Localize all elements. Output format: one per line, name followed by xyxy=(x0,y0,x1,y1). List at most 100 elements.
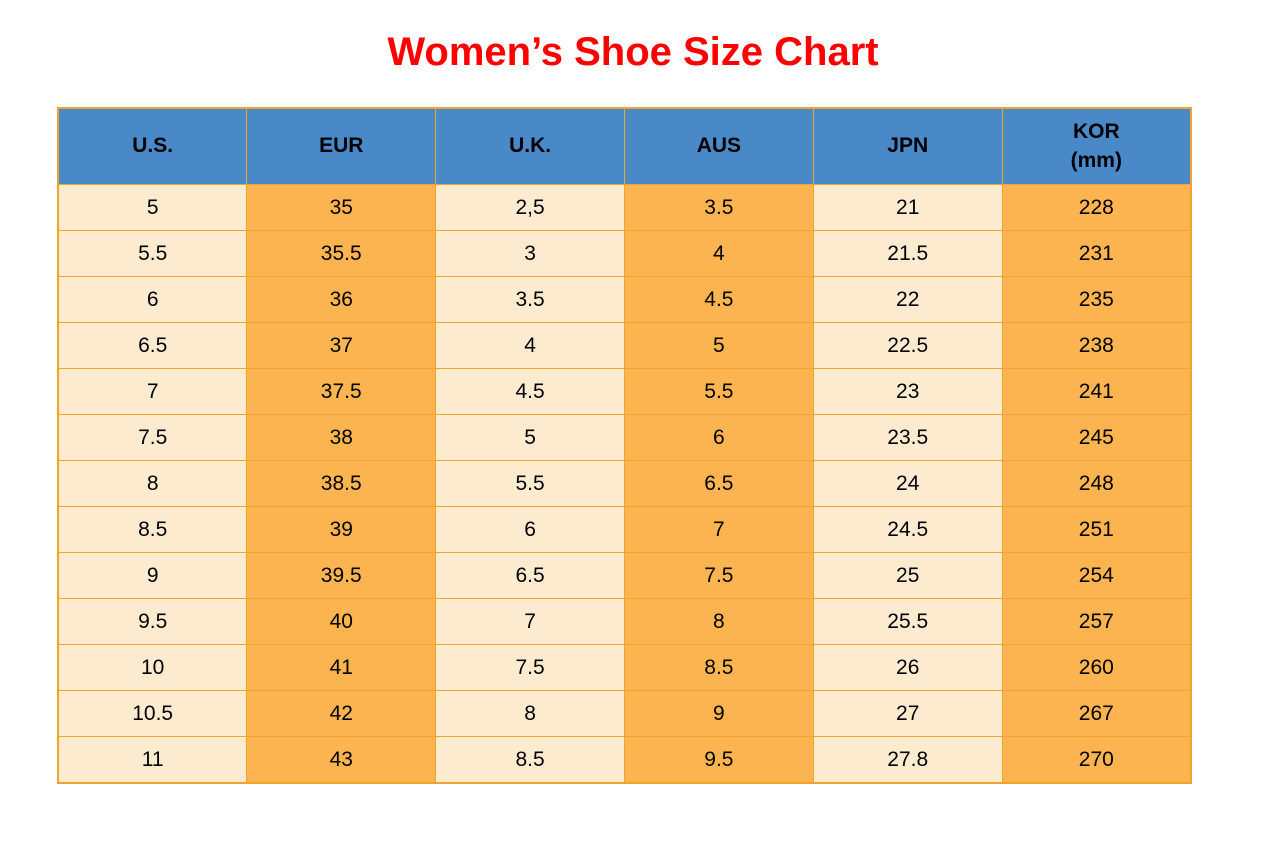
size-cell: 39 xyxy=(246,506,437,553)
size-cell: 5 xyxy=(623,322,814,369)
size-cell: 241 xyxy=(1001,368,1192,415)
size-cell: 4 xyxy=(435,322,625,369)
size-cell: 4.5 xyxy=(435,368,625,415)
size-cell: 5.5 xyxy=(623,368,814,415)
table-row: 6 36 3.5 4.5 22 235 xyxy=(57,276,1192,323)
size-cell: 41 xyxy=(246,644,437,691)
size-cell: 38.5 xyxy=(246,460,437,507)
size-cell: 43 xyxy=(246,736,437,784)
size-cell: 21 xyxy=(812,184,1003,231)
size-cell: 5 xyxy=(57,184,248,231)
size-cell: 22 xyxy=(812,276,1003,323)
size-cell: 6.5 xyxy=(435,552,625,599)
header-row: U.S. EUR U.K. AUS JPN KOR (mm) xyxy=(57,107,1192,185)
size-cell: 6 xyxy=(623,414,814,461)
size-cell: 3.5 xyxy=(623,184,814,231)
size-cell: 40 xyxy=(246,598,437,645)
size-cell: 9.5 xyxy=(623,736,814,784)
size-cell: 7 xyxy=(623,506,814,553)
size-cell: 27.8 xyxy=(812,736,1003,784)
size-cell: 23.5 xyxy=(812,414,1003,461)
table-row: 10.5 42 8 9 27 267 xyxy=(57,690,1192,737)
size-cell: 38 xyxy=(246,414,437,461)
size-cell: 7 xyxy=(57,368,248,415)
table-header: U.S. EUR U.K. AUS JPN KOR (mm) xyxy=(57,107,1192,185)
size-cell: 26 xyxy=(812,644,1003,691)
table-row: 5 35 2,5 3.5 21 228 xyxy=(57,184,1192,231)
size-cell: 7.5 xyxy=(623,552,814,599)
table-row: 10 41 7.5 8.5 26 260 xyxy=(57,644,1192,691)
table-row: 9 39.5 6.5 7.5 25 254 xyxy=(57,552,1192,599)
size-cell: 254 xyxy=(1001,552,1192,599)
table-row: 7.5 38 5 6 23.5 245 xyxy=(57,414,1192,461)
size-cell: 7.5 xyxy=(57,414,248,461)
size-cell: 35 xyxy=(246,184,437,231)
size-cell: 3.5 xyxy=(435,276,625,323)
page-title: Women’s Shoe Size Chart xyxy=(387,30,879,74)
size-cell: 6.5 xyxy=(623,460,814,507)
column-header-us: U.S. xyxy=(57,107,248,185)
size-cell: 9 xyxy=(57,552,248,599)
size-cell: 4.5 xyxy=(623,276,814,323)
column-header-label: EUR xyxy=(319,134,364,158)
size-cell: 251 xyxy=(1001,506,1192,553)
size-cell: 8 xyxy=(57,460,248,507)
size-cell: 37.5 xyxy=(246,368,437,415)
size-cell: 8.5 xyxy=(435,736,625,784)
size-cell: 2,5 xyxy=(435,184,625,231)
size-cell: 8.5 xyxy=(623,644,814,691)
size-cell: 3 xyxy=(435,230,625,277)
size-cell: 235 xyxy=(1001,276,1192,323)
table-row: 6.5 37 4 5 22.5 238 xyxy=(57,322,1192,369)
size-cell: 23 xyxy=(812,368,1003,415)
column-header-label: AUS xyxy=(696,134,742,158)
size-cell: 8 xyxy=(623,598,814,645)
size-cell: 6.5 xyxy=(57,322,248,369)
size-cell: 9.5 xyxy=(57,598,248,645)
table-row: 8 38.5 5.5 6.5 24 248 xyxy=(57,460,1192,507)
column-header-jpn: JPN xyxy=(812,107,1003,185)
size-cell: 25 xyxy=(812,552,1003,599)
size-cell: 6 xyxy=(57,276,248,323)
size-cell: 267 xyxy=(1001,690,1192,737)
column-header-sublabel: (mm) xyxy=(1070,148,1122,172)
size-cell: 7.5 xyxy=(435,644,625,691)
size-cell: 11 xyxy=(57,736,248,784)
size-cell: 10.5 xyxy=(57,690,248,737)
size-cell: 8.5 xyxy=(57,506,248,553)
size-cell: 5 xyxy=(435,414,625,461)
size-cell: 4 xyxy=(623,230,814,277)
column-header-kor: KOR (mm) xyxy=(1001,107,1192,185)
size-cell: 257 xyxy=(1001,598,1192,645)
size-cell: 5.5 xyxy=(435,460,625,507)
size-cell: 39.5 xyxy=(246,552,437,599)
column-header-label: U.S. xyxy=(132,134,174,158)
size-cell: 260 xyxy=(1001,644,1192,691)
table-body: 5 35 2,5 3.5 21 228 5.5 35.5 3 4 21.5 231 6 36 3.5 4.5 2… xyxy=(57,184,1192,784)
size-cell: 245 xyxy=(1001,414,1192,461)
shoe-size-table: U.S. EUR U.K. AUS JPN KOR (mm) 5 35 2,5 3.5 21 228 5… xyxy=(57,107,1192,784)
size-cell: 270 xyxy=(1001,736,1192,784)
size-cell: 42 xyxy=(246,690,437,737)
table-row: 9.5 40 7 8 25.5 257 xyxy=(57,598,1192,645)
size-cell: 7 xyxy=(435,598,625,645)
size-cell: 228 xyxy=(1001,184,1192,231)
size-cell: 36 xyxy=(246,276,437,323)
size-cell: 24.5 xyxy=(812,506,1003,553)
column-header-uk: U.K. xyxy=(435,107,625,185)
column-header-label: U.K. xyxy=(509,134,552,158)
column-header-aus: AUS xyxy=(623,107,814,185)
size-cell: 238 xyxy=(1001,322,1192,369)
size-cell: 25.5 xyxy=(812,598,1003,645)
table-row: 5.5 35.5 3 4 21.5 231 xyxy=(57,230,1192,277)
size-cell: 10 xyxy=(57,644,248,691)
table-row: 11 43 8.5 9.5 27.8 270 xyxy=(57,736,1192,784)
size-cell: 6 xyxy=(435,506,625,553)
size-cell: 27 xyxy=(812,690,1003,737)
size-cell: 35.5 xyxy=(246,230,437,277)
column-header-label: KOR xyxy=(1072,120,1120,144)
table-row: 8.5 39 6 7 24.5 251 xyxy=(57,506,1192,553)
size-cell: 8 xyxy=(435,690,625,737)
size-cell: 9 xyxy=(623,690,814,737)
